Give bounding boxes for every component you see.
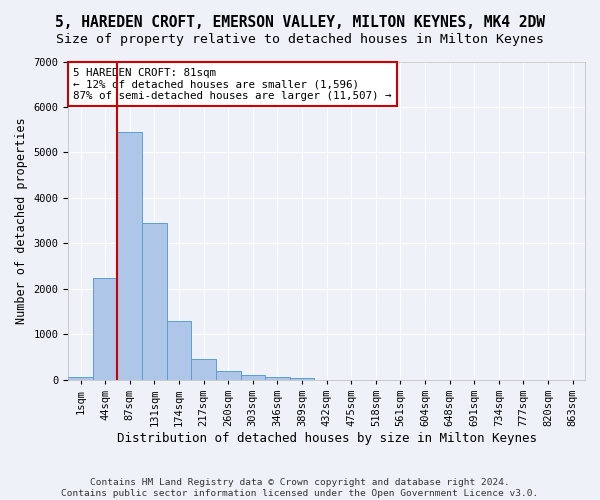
Y-axis label: Number of detached properties: Number of detached properties [15, 118, 28, 324]
Bar [142, 223, 167, 380]
Bar [118, 132, 142, 380]
Bar [167, 321, 191, 380]
Bar [265, 376, 290, 380]
Bar [68, 376, 93, 380]
Bar [216, 371, 241, 380]
X-axis label: Distribution of detached houses by size in Milton Keynes: Distribution of detached houses by size … [116, 432, 536, 445]
Bar [191, 358, 216, 380]
Text: 5 HAREDEN CROFT: 81sqm
← 12% of detached houses are smaller (1,596)
87% of semi-: 5 HAREDEN CROFT: 81sqm ← 12% of detached… [73, 68, 392, 101]
Text: Size of property relative to detached houses in Milton Keynes: Size of property relative to detached ho… [56, 32, 544, 46]
Text: 5, HAREDEN CROFT, EMERSON VALLEY, MILTON KEYNES, MK4 2DW: 5, HAREDEN CROFT, EMERSON VALLEY, MILTON… [55, 15, 545, 30]
Bar [290, 378, 314, 380]
Bar [93, 278, 118, 380]
Text: Contains HM Land Registry data © Crown copyright and database right 2024.
Contai: Contains HM Land Registry data © Crown c… [61, 478, 539, 498]
Bar [241, 376, 265, 380]
